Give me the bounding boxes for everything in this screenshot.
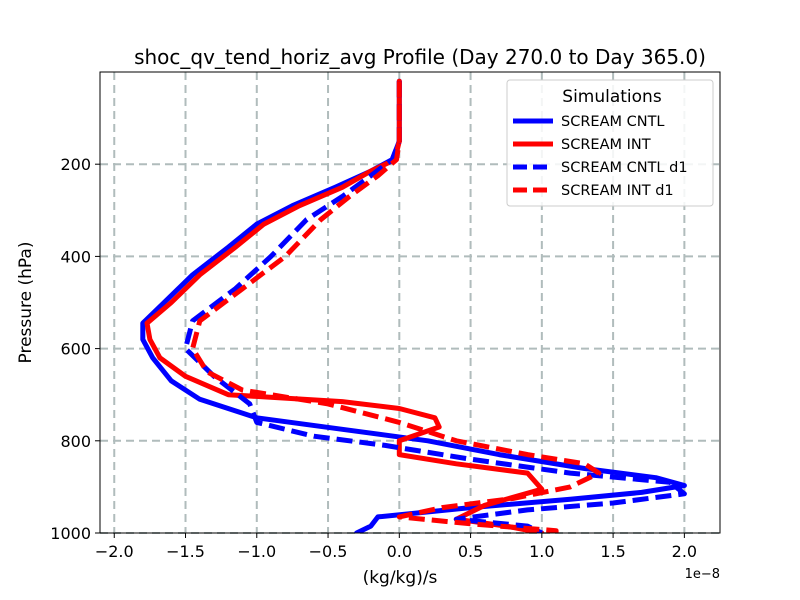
x-tick-label: −1.0	[237, 542, 276, 561]
legend-entries: SCREAM CNTL SCREAM INT SCREAM CNTL d1 SCREA…	[513, 114, 688, 199]
legend-entry-label: SCREAM CNTL	[561, 114, 665, 130]
y-axis-label: Pressure (hPa)	[16, 242, 36, 364]
series-line-scream-int	[144, 78, 545, 533]
x-tick-label: −0.5	[309, 542, 348, 561]
plot-frame	[99, 71, 721, 534]
y-tick-label: 200	[60, 155, 91, 174]
series-line-scream-cntl-d1	[183, 81, 687, 533]
legend-title: Simulations	[562, 87, 662, 107]
chart-title: shoc_qv_tend_horiz_avg Profile (Day 270.…	[134, 45, 706, 69]
series-lines	[140, 78, 687, 533]
x-tick-label: 1.0	[529, 542, 554, 561]
y-tick-label: 800	[60, 432, 91, 451]
legend-entry-label: SCREAM INT	[561, 137, 651, 153]
legend-entry-label: SCREAM CNTL d1	[561, 160, 688, 176]
x-axis-scale-label: 1e−8	[685, 567, 720, 582]
legend-box	[506, 79, 714, 207]
x-tick-label: 0.5	[458, 542, 483, 561]
y-tick-label: 1000	[50, 524, 91, 543]
y-tick-label: 400	[60, 247, 91, 266]
y-tick-label: 600	[60, 340, 91, 359]
x-tick-label: −1.5	[166, 542, 205, 561]
x-tick-label: −2.0	[95, 542, 134, 561]
axis-ticks: −2.0 −1.5 −1.0 −0.5 0.0 0.5 1.0 1.5 2.0 200 400 600…	[50, 155, 697, 561]
legend-entry-label: SCREAM INT d1	[561, 183, 674, 199]
x-tick-label: 2.0	[672, 542, 697, 561]
x-axis-label: (kg/kg)/s	[363, 568, 438, 588]
x-tick-label: 0.0	[387, 542, 412, 561]
series-line-scream-int-d1	[190, 81, 602, 533]
x-tick-label: 1.5	[600, 542, 625, 561]
